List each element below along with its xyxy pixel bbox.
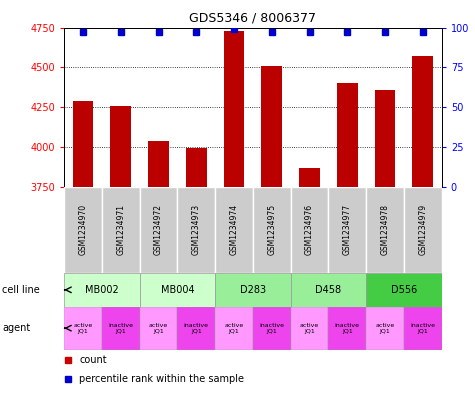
Bar	[328, 307, 366, 350]
Bar	[299, 167, 320, 187]
Title: GDS5346 / 8006377: GDS5346 / 8006377	[190, 12, 316, 25]
Text: MB004: MB004	[161, 285, 194, 295]
Text: active
JQ1: active JQ1	[224, 323, 244, 334]
Bar	[224, 31, 245, 187]
Text: active
JQ1: active JQ1	[375, 323, 395, 334]
Text: agent: agent	[2, 323, 30, 333]
Text: GSM1234971: GSM1234971	[116, 204, 125, 255]
Bar	[110, 105, 131, 187]
Bar	[215, 273, 291, 307]
Bar	[140, 273, 215, 307]
Text: GSM1234974: GSM1234974	[229, 204, 238, 255]
Bar	[412, 56, 433, 187]
Bar	[366, 307, 404, 350]
Bar	[186, 149, 207, 187]
Bar	[261, 66, 282, 187]
Text: active
JQ1: active JQ1	[73, 323, 93, 334]
Text: inactive
JQ1: inactive JQ1	[184, 323, 209, 334]
Text: GSM1234973: GSM1234973	[192, 204, 201, 255]
Text: active
JQ1: active JQ1	[300, 323, 319, 334]
Bar	[366, 273, 442, 307]
Bar	[404, 187, 442, 273]
Text: percentile rank within the sample: percentile rank within the sample	[79, 374, 244, 384]
Text: GSM1234976: GSM1234976	[305, 204, 314, 255]
Text: active
JQ1: active JQ1	[149, 323, 168, 334]
Text: GSM1234970: GSM1234970	[78, 204, 87, 255]
Text: inactive
JQ1: inactive JQ1	[259, 323, 285, 334]
Text: MB002: MB002	[85, 285, 119, 295]
Bar	[64, 307, 102, 350]
Text: GSM1234975: GSM1234975	[267, 204, 276, 255]
Bar	[140, 187, 177, 273]
Bar	[140, 307, 177, 350]
Bar	[177, 307, 215, 350]
Bar	[73, 101, 94, 187]
Text: GSM1234977: GSM1234977	[343, 204, 352, 255]
Bar	[291, 307, 328, 350]
Text: count: count	[79, 354, 107, 365]
Text: GSM1234979: GSM1234979	[418, 204, 428, 255]
Bar	[253, 187, 291, 273]
Text: D283: D283	[240, 285, 266, 295]
Bar	[177, 187, 215, 273]
Text: GSM1234972: GSM1234972	[154, 204, 163, 255]
Text: inactive
JQ1: inactive JQ1	[108, 323, 133, 334]
Bar	[328, 187, 366, 273]
Bar	[291, 273, 366, 307]
Bar	[64, 273, 140, 307]
Text: inactive
JQ1: inactive JQ1	[410, 323, 436, 334]
Bar	[102, 187, 140, 273]
Bar	[102, 307, 140, 350]
Bar	[253, 307, 291, 350]
Bar	[337, 83, 358, 187]
Bar	[215, 187, 253, 273]
Bar	[366, 187, 404, 273]
Text: inactive
JQ1: inactive JQ1	[335, 323, 360, 334]
Bar	[375, 90, 396, 187]
Text: cell line: cell line	[2, 285, 40, 295]
Bar	[404, 307, 442, 350]
Bar	[148, 141, 169, 187]
Text: D458: D458	[315, 285, 342, 295]
Bar	[215, 307, 253, 350]
Text: GSM1234978: GSM1234978	[380, 204, 390, 255]
Bar	[64, 187, 102, 273]
Text: D556: D556	[391, 285, 417, 295]
Bar	[291, 187, 328, 273]
